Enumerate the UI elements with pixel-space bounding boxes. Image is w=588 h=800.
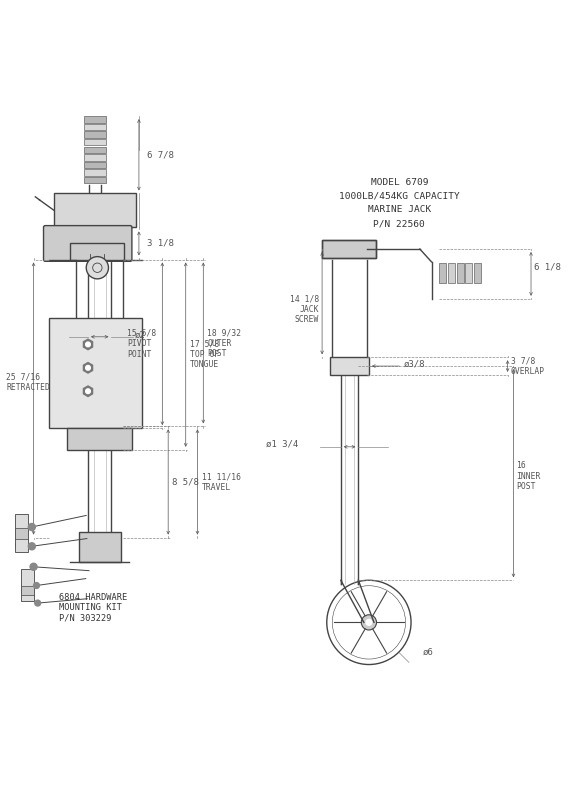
Circle shape xyxy=(69,432,84,447)
Bar xyxy=(67,428,132,450)
Circle shape xyxy=(93,208,98,213)
Bar xyxy=(84,170,106,176)
Circle shape xyxy=(81,539,96,554)
Circle shape xyxy=(30,563,37,570)
Bar xyxy=(84,177,106,183)
Circle shape xyxy=(366,619,372,626)
Circle shape xyxy=(86,389,91,394)
Text: ø6: ø6 xyxy=(423,647,433,656)
Text: ø3/8: ø3/8 xyxy=(404,360,426,369)
Bar xyxy=(330,358,369,375)
Circle shape xyxy=(28,542,35,550)
Bar xyxy=(15,514,28,552)
Text: 14 1/8
JACK
SCREW: 14 1/8 JACK SCREW xyxy=(290,294,319,324)
Circle shape xyxy=(361,614,376,630)
Circle shape xyxy=(28,523,35,530)
Circle shape xyxy=(35,600,41,606)
Bar xyxy=(71,243,124,259)
Text: 25 7/16
RETRACTED: 25 7/16 RETRACTED xyxy=(6,373,50,392)
Bar xyxy=(448,263,455,283)
Bar xyxy=(84,131,106,138)
Bar xyxy=(322,240,376,258)
Bar xyxy=(475,263,481,283)
Bar xyxy=(15,528,28,538)
Bar xyxy=(84,146,106,153)
Circle shape xyxy=(34,582,39,589)
Circle shape xyxy=(86,366,91,370)
Bar xyxy=(84,124,106,130)
Text: 15 5/8
PIVOT
POINT: 15 5/8 PIVOT POINT xyxy=(127,329,156,358)
Text: 3 7/8
OVERLAP: 3 7/8 OVERLAP xyxy=(510,356,544,376)
Circle shape xyxy=(104,539,119,554)
Circle shape xyxy=(86,257,108,279)
Bar xyxy=(84,162,106,168)
Text: 17 5/8
TOP OF
TONGUE: 17 5/8 TOP OF TONGUE xyxy=(190,339,219,370)
Text: ø1 3/4: ø1 3/4 xyxy=(266,439,299,448)
Bar xyxy=(439,263,446,283)
Text: 8 5/8: 8 5/8 xyxy=(172,478,199,486)
Bar xyxy=(84,116,106,122)
Text: MODEL 6709
1000LB/454KG CAPACITY
MARINE JACK
P/N 22560: MODEL 6709 1000LB/454KG CAPACITY MARINE … xyxy=(339,178,460,228)
Bar xyxy=(84,139,106,146)
Bar xyxy=(21,586,34,595)
Text: 18 9/32
OUTER
POST: 18 9/32 OUTER POST xyxy=(208,328,242,358)
Text: 6804 HARDWARE
MOUNTING KIT
P/N 303229: 6804 HARDWARE MOUNTING KIT P/N 303229 xyxy=(59,593,127,622)
Text: 6 7/8: 6 7/8 xyxy=(146,151,173,160)
Bar xyxy=(49,318,142,428)
Text: 16
INNER
POST: 16 INNER POST xyxy=(516,461,541,491)
Bar xyxy=(466,263,473,283)
Circle shape xyxy=(111,432,126,447)
Bar xyxy=(54,194,136,227)
Text: 3 1/8: 3 1/8 xyxy=(146,238,173,248)
Text: 6 1/8: 6 1/8 xyxy=(534,262,561,271)
Bar xyxy=(79,532,121,562)
FancyBboxPatch shape xyxy=(44,226,132,262)
Bar xyxy=(21,569,34,601)
Bar xyxy=(84,154,106,161)
Text: ø2: ø2 xyxy=(135,331,146,340)
Text: 11 11/16
TRAVEL: 11 11/16 TRAVEL xyxy=(202,472,240,492)
Bar xyxy=(457,263,464,283)
Circle shape xyxy=(86,342,91,346)
Bar xyxy=(322,240,376,258)
